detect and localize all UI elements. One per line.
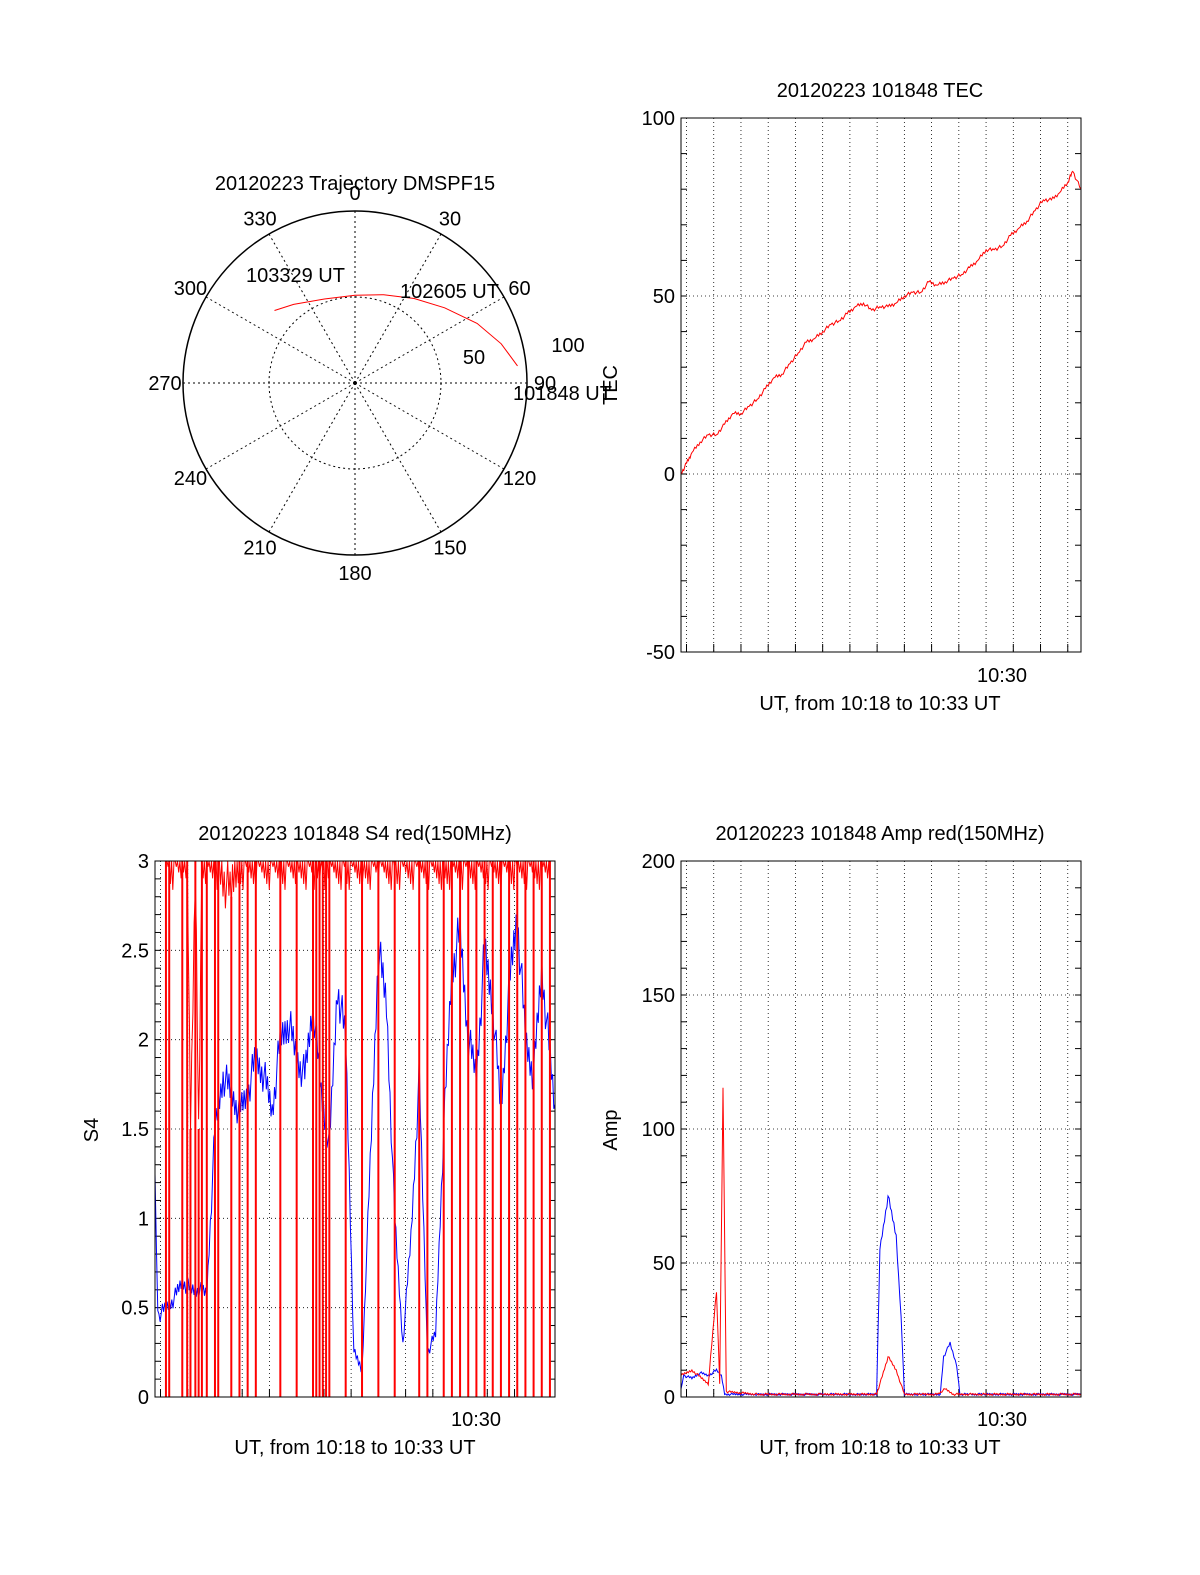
polar-spoke [268,233,356,384]
s4-chart: 20120223 101848 S4 red(150MHz) 0 0.5 1 1.5 2… [81,823,556,1459]
amp-x-axis-label: UT, from 10:18 to 10:33 UT [759,1437,1000,1459]
polar-azimuth-label: 60 [508,278,530,300]
y-tick-label: 0.5 [121,1298,149,1320]
y-tick-label: 1.5 [121,1119,149,1141]
polar-spoke [205,296,356,384]
series-blue-line [154,912,556,1373]
y-tick-label: 3 [138,851,149,873]
amp-y-tick-labels: 0 50 100 150 200 [642,851,675,1409]
tec-title: 20120223 101848 TEC [777,80,983,102]
y-tick-label: 150 [642,985,675,1007]
y-tick-label: 1 [138,1208,149,1230]
series-red-line [165,860,551,1133]
y-tick-label: 0 [664,464,675,486]
s4-y-axis-label: S4 [81,1118,103,1142]
polar-spoke [354,382,442,533]
amp-x-tick-label: 10:30 [977,1409,1027,1431]
s4-x-axis-label: UT, from 10:18 to 10:33 UT [234,1437,475,1459]
trajectory-end-label: 103329 UT [246,265,345,287]
tec-y-axis-label: TEC [600,365,622,405]
polar-azimuth-label: 120 [503,468,536,490]
y-tick-label: -50 [646,642,675,664]
polar-spoke [354,382,505,470]
polar-azimuth-label: 30 [439,208,461,230]
polar-azimuth-label: 90 [534,373,556,395]
polar-radial-label: 100 [551,335,584,357]
polar-title: 20120223 Trajectory DMSPF15 [215,173,495,195]
s4-y-tick-labels: 0 0.5 1 1.5 2 2.5 3 [121,851,149,1409]
polar-radial-labels: 50 100 [463,335,585,369]
trajectory-mid-label: 102605 UT [400,281,499,303]
y-tick-label: 50 [653,1253,675,1275]
polar-azimuth-label: 0 [349,183,360,205]
polar-azimuth-label: 300 [174,278,207,300]
trajectory-start-label: 101848 UT [513,383,612,405]
amp-plot-frame [680,860,1082,1398]
y-tick-label: 2.5 [121,940,149,962]
polar-spoke [354,233,442,384]
polar-trajectory-chart: 20120223 Trajectory DMSPF15 0 30 60 90 120 15… [148,173,612,585]
tec-series-line [680,170,1082,475]
y-tick-label: 0 [664,1387,675,1409]
y-tick-label: 200 [642,851,675,873]
y-tick-label: 100 [642,108,675,130]
polar-radial-label: 50 [463,347,485,369]
s4-series [154,860,556,1397]
polar-azimuth-label: 180 [338,563,371,585]
tec-y-tick-labels: -50 0 50 100 [642,108,675,664]
amp-y-axis-label: Amp [600,1109,622,1150]
amp-series [680,1087,1082,1397]
tec-chart: 20120223 101848 TEC -50 0 50 100 10:30 UT, … [600,80,1082,715]
amp-title: 20120223 101848 Amp red(150MHz) [715,823,1044,845]
amp-chart: 20120223 101848 Amp red(150MHz) 0 50 100 15… [600,823,1082,1459]
tec-plot-frame [680,117,1082,653]
s4-x-tick-label: 10:30 [451,1409,501,1431]
polar-azimuth-label: 330 [243,208,276,230]
tec-x-tick-label: 10:30 [977,665,1027,687]
amp-grid [681,860,1081,1398]
y-tick-label: 0 [138,1387,149,1409]
polar-spoke [268,382,356,533]
y-tick-label: 100 [642,1119,675,1141]
series-red-line [680,1087,1082,1397]
s4-title: 20120223 101848 S4 red(150MHz) [198,823,512,845]
y-tick-label: 50 [653,286,675,308]
polar-spoke [205,382,356,470]
polar-spoke [354,296,505,384]
polar-azimuth-label: 270 [148,373,181,395]
tec-x-axis-label: UT, from 10:18 to 10:33 UT [759,693,1000,715]
polar-grid [182,210,528,556]
tec-grid [681,117,1081,653]
y-tick-label: 2 [138,1030,149,1052]
trajectory-line [274,294,518,367]
polar-azimuth-label: 240 [174,468,207,490]
polar-azimuth-labels: 0 30 60 90 120 150 180 210 240 270 300 330 [148,183,556,585]
polar-azimuth-label: 150 [433,538,466,560]
polar-azimuth-label: 210 [243,538,276,560]
s4-plot-frame [154,860,556,1398]
